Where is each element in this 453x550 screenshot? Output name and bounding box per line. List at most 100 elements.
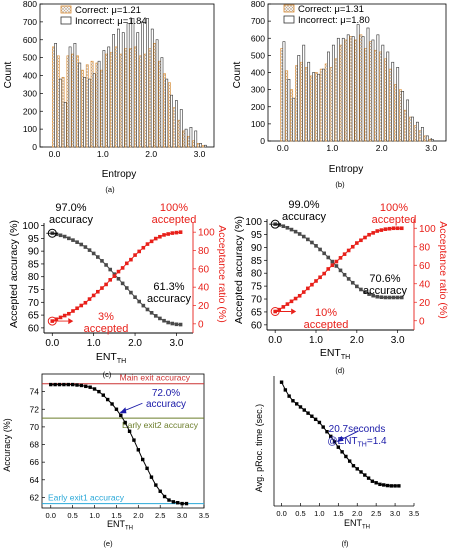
acceptance-point — [310, 282, 314, 287]
accuracy-point — [180, 501, 184, 506]
accuracy-point — [137, 299, 141, 304]
panel-e: 62 64 66 68 70 72 74 0.0 0.5 1.0 1.5 2.0 2.5 3.0 3.5 M… — [2, 373, 209, 548]
x-tick-label: 0.0 — [268, 335, 282, 346]
panel-label-e: (e) — [103, 539, 113, 548]
chart-f-xlabel-sub: TH — [362, 525, 370, 531]
acceptance-point — [158, 234, 162, 239]
acceptance-point — [322, 271, 326, 276]
bar-correct — [124, 48, 128, 148]
acceptance-point — [289, 299, 294, 304]
proc-time-point — [378, 482, 382, 487]
accuracy-point — [158, 489, 162, 493]
accuracy-point — [171, 500, 176, 504]
annotation-text: 100% — [380, 202, 408, 214]
chart-f-xlabel-main: ENT — [344, 518, 363, 528]
bar-incorrect — [54, 43, 57, 148]
y2-tick-label: 40 — [419, 279, 431, 290]
accuracy-point — [301, 234, 306, 239]
x-tick-label: 2.0 — [376, 143, 388, 153]
x-tick-label: 0.0 — [49, 149, 61, 159]
proc-time-point — [302, 408, 306, 412]
accuracy-point — [123, 420, 127, 425]
accuracy-point — [334, 264, 339, 268]
accuracy-point — [371, 293, 375, 298]
proc-time-point — [279, 380, 284, 384]
x-tick-label: 3.0 — [391, 335, 405, 346]
y-tick-label: 800 — [23, 0, 37, 9]
accuracy-point — [162, 494, 167, 499]
bar-correct — [324, 63, 328, 142]
proc-time-point — [325, 430, 329, 434]
acceptance-point — [342, 252, 347, 256]
bar-incorrect — [68, 46, 72, 148]
x-tick-label: 2.0 — [145, 149, 157, 159]
y-tick-label: 85 — [251, 256, 263, 267]
plot-frame — [41, 373, 205, 509]
chart-c-xlabel-main: ENT — [96, 351, 118, 363]
chart-d-xlabel-main: ENT — [320, 347, 342, 359]
legend-label-correct-b: Correct: μ=1.31 — [298, 4, 364, 15]
bar-correct — [418, 130, 422, 142]
bar-incorrect — [411, 116, 414, 142]
annotation-text: 100% — [160, 202, 188, 214]
legend-swatch-incorrect-b — [283, 15, 295, 24]
accuracy-point — [149, 475, 154, 479]
bar-incorrect — [341, 37, 345, 142]
bar-incorrect — [292, 97, 296, 142]
bar-correct — [85, 64, 89, 148]
acceptance-point — [346, 248, 351, 253]
bar-correct — [314, 72, 318, 142]
annotation-text: 10% — [315, 307, 337, 319]
annotation-text: accepted — [304, 319, 349, 331]
accuracy-point — [379, 295, 384, 300]
bar-correct — [119, 53, 123, 148]
accuracy-point — [49, 382, 53, 387]
acceptance-point — [379, 228, 384, 232]
accuracy-point — [314, 244, 318, 248]
bar-correct — [285, 70, 289, 142]
x-tick-label: 1.0 — [89, 511, 99, 520]
y2-tick-label: 60 — [419, 261, 431, 272]
proc-time-point — [355, 467, 359, 471]
y2-tick-label: 80 — [198, 246, 210, 257]
acceptance-point — [153, 236, 158, 241]
proc-time-point — [363, 473, 367, 477]
bar-incorrect — [170, 94, 173, 148]
bar-correct — [197, 143, 200, 148]
accuracy-point — [101, 393, 105, 397]
bar-incorrect — [302, 44, 306, 142]
y-tick-label: 62 — [30, 492, 40, 502]
bar-incorrect — [88, 78, 91, 148]
bar-correct — [110, 51, 113, 148]
bar-correct — [349, 36, 353, 142]
bar-incorrect — [194, 130, 198, 148]
accuracy-point — [395, 295, 400, 300]
chart-f-xlabel: ENTTH — [344, 518, 370, 531]
y-tick-label: 100 — [251, 119, 265, 129]
accuracy-point — [83, 245, 88, 249]
proc-time-point — [351, 464, 356, 468]
accuracy-point — [367, 292, 371, 296]
x-tick-label: 3.5 — [199, 511, 209, 520]
panel-label-f: (f) — [341, 539, 349, 548]
accuracy-point — [88, 385, 92, 389]
bar-incorrect — [327, 51, 330, 142]
bar-incorrect — [391, 61, 395, 142]
accuracy-point — [87, 248, 92, 252]
bar-correct — [148, 48, 152, 148]
y2-tick-label: 80 — [419, 242, 431, 253]
bar-incorrect — [189, 127, 193, 148]
y-tick-label: 95 — [28, 234, 40, 245]
accuracy-point — [359, 287, 363, 292]
x-tick-label: 3.0 — [169, 338, 183, 349]
accuracy-point — [97, 389, 101, 394]
annotation-text: 61.3% — [153, 281, 184, 293]
accuracy-point — [338, 268, 343, 273]
acceptance-point — [108, 278, 113, 282]
y-tick-label: 80 — [28, 272, 40, 283]
bar-correct — [66, 55, 70, 148]
bar-incorrect — [425, 135, 429, 142]
acceptance-point — [285, 302, 290, 306]
